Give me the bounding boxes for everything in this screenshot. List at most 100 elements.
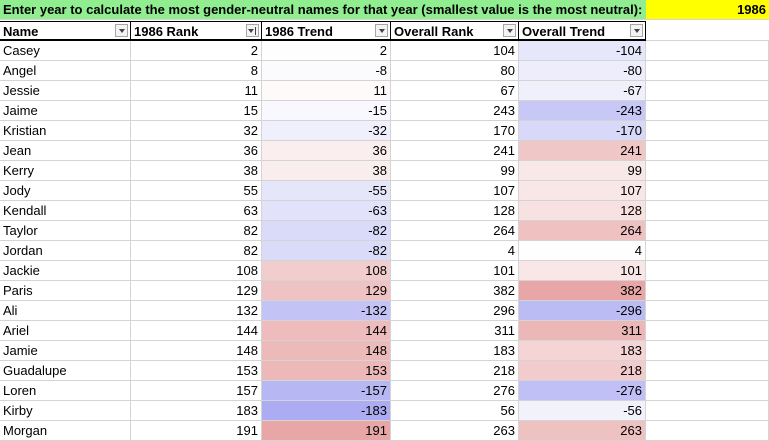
name-cell[interactable]: Jamie [0,341,131,361]
empty-cell[interactable] [646,61,769,81]
empty-cell[interactable] [646,141,769,161]
overall-trend-cell[interactable]: 128 [519,201,646,221]
year-trend-cell[interactable]: -132 [262,301,391,321]
name-cell[interactable]: Ali [0,301,131,321]
name-cell[interactable]: Jaime [0,101,131,121]
year-trend-cell[interactable]: 144 [262,321,391,341]
empty-cell[interactable] [646,121,769,141]
empty-cell[interactable] [646,301,769,321]
empty-cell[interactable] [646,221,769,241]
year-rank-cell[interactable]: 32 [131,121,262,141]
year-rank-cell[interactable]: 11 [131,81,262,101]
year-trend-cell[interactable]: 2 [262,41,391,61]
year-trend-cell[interactable]: -55 [262,181,391,201]
overall-rank-cell[interactable]: 296 [391,301,519,321]
empty-cell[interactable] [646,381,769,401]
name-cell[interactable]: Jordan [0,241,131,261]
name-cell[interactable]: Morgan [0,421,131,441]
name-cell[interactable]: Guadalupe [0,361,131,381]
name-cell[interactable]: Jody [0,181,131,201]
name-cell[interactable]: Paris [0,281,131,301]
overall-trend-cell[interactable]: 382 [519,281,646,301]
name-cell[interactable]: Ariel [0,321,131,341]
empty-cell[interactable] [646,421,769,441]
year-rank-cell[interactable]: 157 [131,381,262,401]
overall-rank-cell[interactable]: 311 [391,321,519,341]
name-cell[interactable]: Kirby [0,401,131,421]
year-trend-cell[interactable]: -82 [262,241,391,261]
overall-rank-cell[interactable]: 170 [391,121,519,141]
overall-rank-cell[interactable]: 107 [391,181,519,201]
year-rank-cell[interactable]: 38 [131,161,262,181]
name-cell[interactable]: Angel [0,61,131,81]
year-trend-cell[interactable]: -63 [262,201,391,221]
overall-rank-cell[interactable]: 104 [391,41,519,61]
overall-trend-cell[interactable]: 241 [519,141,646,161]
overall-rank-cell[interactable]: 183 [391,341,519,361]
year-trend-cell[interactable]: 153 [262,361,391,381]
year-rank-sort-filter-icon[interactable] [246,24,259,37]
overall-rank-cell[interactable]: 263 [391,421,519,441]
overall-trend-cell[interactable]: -243 [519,101,646,121]
empty-cell[interactable] [646,241,769,261]
year-rank-cell[interactable]: 82 [131,221,262,241]
overall-rank-filter-dropdown-icon[interactable] [503,24,516,37]
year-trend-cell[interactable]: 36 [262,141,391,161]
empty-cell[interactable] [646,261,769,281]
overall-trend-cell[interactable]: -67 [519,81,646,101]
name-cell[interactable]: Kerry [0,161,131,181]
overall-rank-cell[interactable]: 382 [391,281,519,301]
name-cell[interactable]: Loren [0,381,131,401]
year-trend-cell[interactable]: -82 [262,221,391,241]
overall-rank-cell[interactable]: 276 [391,381,519,401]
name-cell[interactable]: Kristian [0,121,131,141]
empty-cell[interactable] [646,41,769,61]
year-rank-cell[interactable]: 144 [131,321,262,341]
overall-trend-cell[interactable]: -56 [519,401,646,421]
overall-rank-cell[interactable]: 241 [391,141,519,161]
overall-trend-cell[interactable]: -170 [519,121,646,141]
year-trend-filter-dropdown-icon[interactable] [375,24,388,37]
year-rank-cell[interactable]: 55 [131,181,262,201]
year-trend-cell[interactable]: -183 [262,401,391,421]
year-rank-cell[interactable]: 148 [131,341,262,361]
year-trend-cell[interactable]: 148 [262,341,391,361]
overall-rank-cell[interactable]: 243 [391,101,519,121]
year-trend-cell[interactable]: 38 [262,161,391,181]
overall-rank-cell[interactable]: 101 [391,261,519,281]
overall-trend-cell[interactable]: 311 [519,321,646,341]
overall-trend-cell[interactable]: -296 [519,301,646,321]
year-trend-cell[interactable]: -32 [262,121,391,141]
overall-rank-cell[interactable]: 218 [391,361,519,381]
year-trend-cell[interactable]: 191 [262,421,391,441]
year-rank-cell[interactable]: 63 [131,201,262,221]
year-trend-cell[interactable]: -8 [262,61,391,81]
overall-trend-cell[interactable]: 183 [519,341,646,361]
overall-trend-cell[interactable]: 4 [519,241,646,261]
empty-cell[interactable] [646,321,769,341]
year-rank-cell[interactable]: 183 [131,401,262,421]
overall-trend-cell[interactable]: 218 [519,361,646,381]
overall-trend-cell[interactable]: 101 [519,261,646,281]
year-trend-cell[interactable]: 11 [262,81,391,101]
overall-trend-cell[interactable]: -276 [519,381,646,401]
empty-cell[interactable] [646,201,769,221]
empty-cell[interactable] [646,161,769,181]
year-trend-cell[interactable]: -157 [262,381,391,401]
overall-trend-cell[interactable]: 107 [519,181,646,201]
empty-cell[interactable] [646,101,769,121]
year-trend-cell[interactable]: 129 [262,281,391,301]
year-rank-cell[interactable]: 2 [131,41,262,61]
overall-rank-cell[interactable]: 99 [391,161,519,181]
empty-cell[interactable] [646,361,769,381]
name-cell[interactable]: Jackie [0,261,131,281]
empty-cell[interactable] [646,21,769,41]
name-cell[interactable]: Jean [0,141,131,161]
name-cell[interactable]: Casey [0,41,131,61]
year-input-cell[interactable]: 1986 [646,0,769,20]
year-rank-cell[interactable]: 82 [131,241,262,261]
year-rank-cell[interactable]: 191 [131,421,262,441]
empty-cell[interactable] [646,341,769,361]
year-trend-cell[interactable]: 108 [262,261,391,281]
name-filter-dropdown-icon[interactable] [115,24,128,37]
